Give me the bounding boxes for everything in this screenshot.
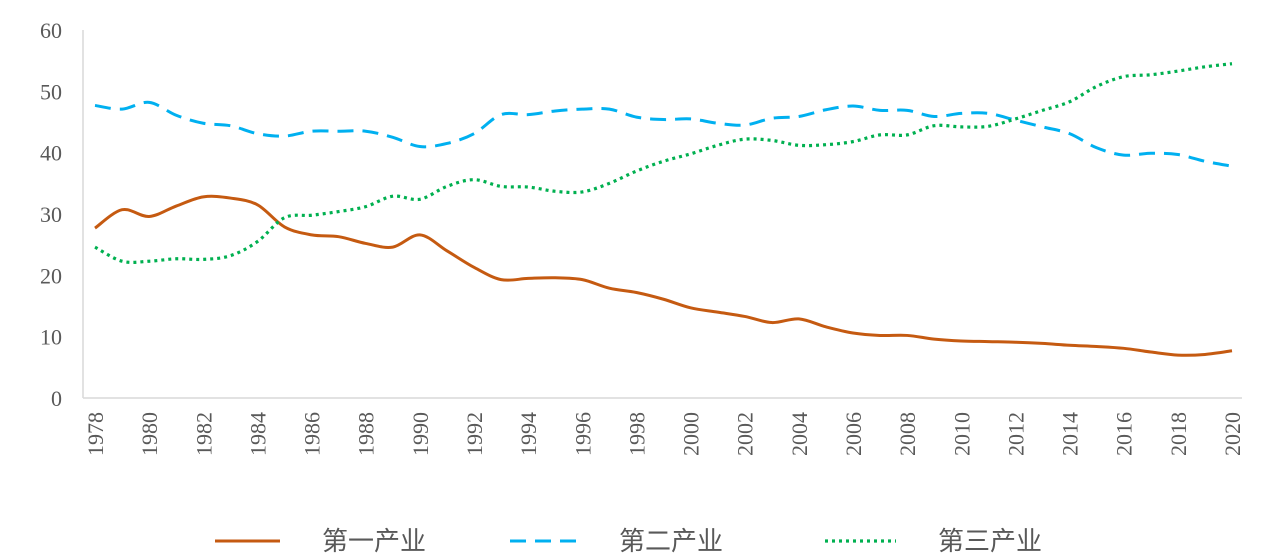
series-line-2 bbox=[94, 100, 1233, 168]
series-line-3 bbox=[94, 62, 1233, 264]
y-tick-label: 20 bbox=[40, 263, 62, 288]
series-lines bbox=[94, 62, 1233, 357]
x-tick-label: 1992 bbox=[462, 412, 487, 456]
x-tick-label: 2020 bbox=[1220, 412, 1245, 456]
x-axis-tick-labels: 1978 1980 1982 1984 1986 1988 1990 1992 1994 1996… bbox=[83, 412, 1245, 456]
x-tick-label: 1980 bbox=[137, 412, 162, 456]
x-tick-label: 2016 bbox=[1112, 412, 1137, 456]
series-line-1 bbox=[94, 194, 1233, 357]
y-tick-label: 50 bbox=[40, 79, 62, 104]
x-tick-label: 1986 bbox=[300, 412, 325, 456]
x-tick-label: 2000 bbox=[679, 412, 704, 456]
y-tick-label: 10 bbox=[40, 325, 62, 350]
x-tick-label: 2014 bbox=[1058, 412, 1083, 456]
x-tick-label: 1998 bbox=[624, 412, 649, 456]
x-tick-label: 2002 bbox=[733, 412, 758, 456]
legend-label-1: 第一产业 bbox=[322, 527, 426, 557]
x-tick-label: 2008 bbox=[895, 412, 920, 456]
legend-label-3: 第三产业 bbox=[938, 527, 1042, 557]
y-axis-tick-labels: 0 10 20 30 40 50 60 bbox=[40, 18, 62, 411]
x-tick-label: 2018 bbox=[1166, 412, 1191, 456]
x-tick-label: 2010 bbox=[949, 412, 974, 456]
x-tick-label: 1996 bbox=[570, 412, 595, 456]
x-tick-label: 1982 bbox=[191, 412, 216, 456]
legend-label-2: 第二产业 bbox=[619, 527, 723, 557]
legend: 第一产业 第二产业 第三产业 bbox=[215, 527, 1042, 557]
y-tick-label: 60 bbox=[40, 18, 62, 43]
x-tick-label: 1990 bbox=[408, 412, 433, 456]
x-tick-label: 1984 bbox=[245, 412, 270, 456]
y-tick-label: 0 bbox=[51, 386, 62, 411]
y-tick-label: 40 bbox=[40, 141, 62, 166]
x-tick-label: 2004 bbox=[787, 412, 812, 456]
x-tick-label: 1988 bbox=[354, 412, 379, 456]
y-tick-label: 30 bbox=[40, 202, 62, 227]
x-tick-label: 2012 bbox=[1003, 412, 1028, 456]
x-tick-label: 2006 bbox=[841, 412, 866, 456]
x-tick-label: 1994 bbox=[516, 412, 541, 456]
x-tick-label: 1978 bbox=[83, 412, 108, 456]
